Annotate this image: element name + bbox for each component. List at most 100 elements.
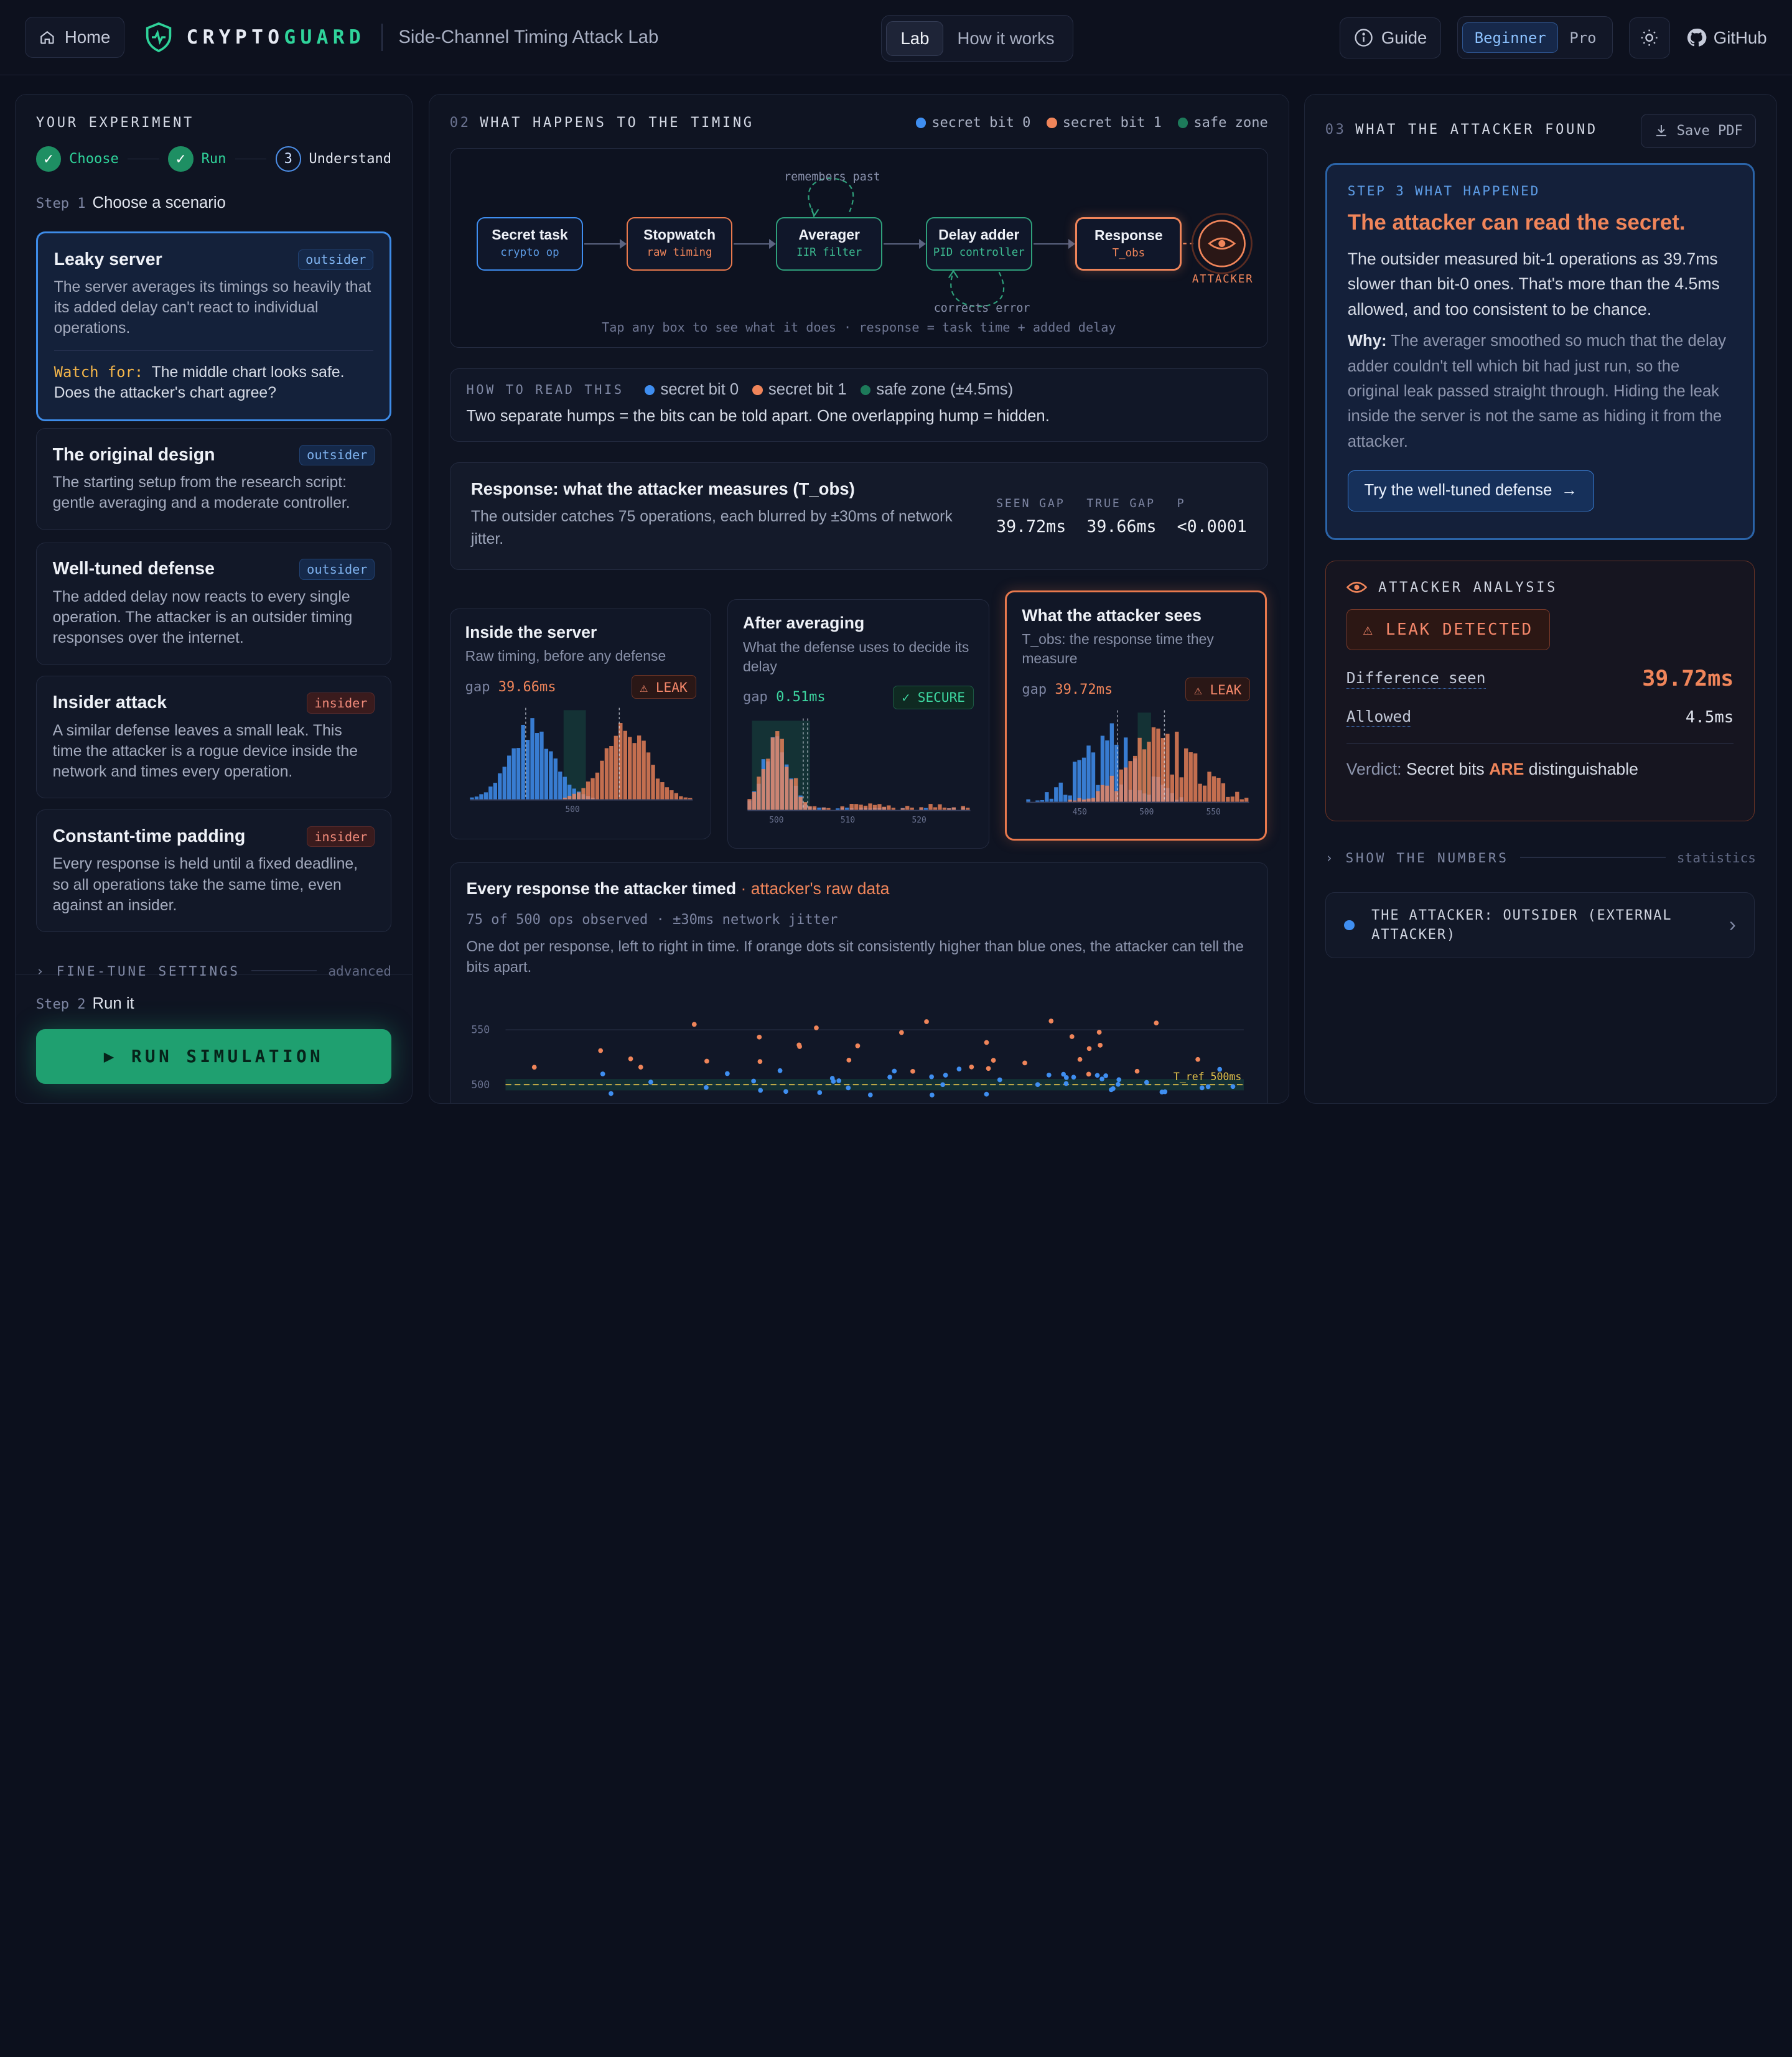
how-legend-bit0: secret bit 0 <box>644 381 739 399</box>
histogram-bar <box>688 798 693 800</box>
how-legend-bit1: secret bit 1 <box>752 381 847 399</box>
pipeline-caption: Tap any box to see what it does · respon… <box>602 320 1116 335</box>
histogram-bar <box>567 785 572 800</box>
card-inside-server[interactable]: Inside the server Raw timing, before any… <box>449 609 712 840</box>
histogram-bar <box>947 808 951 810</box>
node-response[interactable]: Response T_obs <box>1075 217 1182 271</box>
histogram-bar <box>576 792 581 800</box>
response-dot <box>757 1088 763 1093</box>
histogram-bar <box>1077 760 1082 802</box>
chevron-right-icon: › <box>35 963 47 979</box>
card-after-averaging[interactable]: After averaging What the defense uses to… <box>727 599 989 849</box>
histogram-bar <box>1096 791 1100 802</box>
histogram-bar <box>627 737 632 800</box>
advanced-label: advanced <box>328 963 391 979</box>
raw-data-meta: 75 of 500 ops observed · ±30ms network j… <box>466 912 838 928</box>
histogram-bar <box>562 777 567 800</box>
histogram-bar <box>1077 798 1082 802</box>
show-numbers-toggle[interactable]: › SHOW THE NUMBERS statistics <box>1325 849 1757 865</box>
audience-badge: outsider <box>299 559 375 580</box>
histogram-bar <box>1170 775 1175 802</box>
node-delay-adder[interactable]: Delay adder PID controller <box>925 217 1032 271</box>
fine-tune-label: FINE-TUNE SETTINGS <box>56 963 240 979</box>
histogram-bar <box>942 807 947 810</box>
scenario-original-design[interactable]: The original design outsider The starting… <box>35 427 392 530</box>
response-dot <box>704 1058 709 1064</box>
app-subtitle: Side-Channel Timing Attack Lab <box>398 27 659 48</box>
node-secret-task[interactable]: Secret task crypto op <box>477 217 583 271</box>
histogram-bar <box>1073 800 1077 802</box>
histogram-bar <box>803 802 808 810</box>
response-dot <box>1048 1019 1053 1024</box>
histogram-bar <box>1101 735 1105 802</box>
flow-arrow <box>734 239 777 249</box>
response-dot <box>691 1022 697 1027</box>
histogram-bar <box>1119 770 1124 802</box>
run-simulation-button[interactable]: ▶ RUN SIMULATION <box>35 1029 392 1084</box>
stat-true-gap: TRUE GAP 39.66ms <box>1086 497 1157 537</box>
level-beginner[interactable]: Beginner <box>1462 22 1559 53</box>
home-button[interactable]: Home <box>25 17 125 58</box>
theme-toggle-button[interactable] <box>1628 17 1671 58</box>
histogram-bar <box>840 806 844 810</box>
histogram-bar <box>1221 783 1226 802</box>
scenario-leaky-server[interactable]: Leaky server outsider The server averages… <box>35 231 392 421</box>
attacker-profile-row[interactable]: THE ATTACKER: OUTSIDER (EXTERNAL ATTACKE… <box>1325 892 1755 959</box>
histogram-bar <box>877 804 882 810</box>
scenario-description: The server averages its timings so heavi… <box>54 279 371 337</box>
histogram-bar <box>623 731 627 800</box>
response-dot <box>1099 1076 1104 1081</box>
difference-seen-row: Difference seen 39.72ms <box>1346 666 1734 691</box>
node-stopwatch[interactable]: Stopwatch raw timing <box>626 217 733 271</box>
scenario-constant-time-padding[interactable]: Constant-time padding insider Every respo… <box>35 809 392 933</box>
github-link[interactable]: GitHub <box>1686 27 1767 48</box>
secure-tag: ✓ SECURE <box>893 685 974 709</box>
histogram-bar <box>900 808 905 810</box>
node-averager[interactable]: Averager IIR filter <box>776 217 883 271</box>
scenario-well-tuned-defense[interactable]: Well-tuned defense outsider The added del… <box>35 542 392 665</box>
verdict-text: Verdict: Secret bits ARE distinguishable <box>1346 743 1734 779</box>
guide-button[interactable]: Guide <box>1339 17 1442 58</box>
audience-badge: outsider <box>298 249 374 271</box>
histogram-bar <box>548 751 553 800</box>
response-dot <box>1077 1056 1082 1062</box>
histogram-bar <box>785 767 789 810</box>
histogram-bar <box>1152 727 1156 802</box>
response-dot <box>628 1056 633 1061</box>
save-pdf-button[interactable]: Save PDF <box>1640 113 1757 148</box>
how-to-read-text: Two separate humps = the bits can be tol… <box>466 408 1050 426</box>
top-bar: Home CRYPTOGUARD Side-Channel Timing Att… <box>0 0 1792 76</box>
histogram-bar <box>882 806 887 810</box>
try-well-tuned-defense-button[interactable]: Try the well-tuned defense → <box>1347 470 1594 511</box>
histogram-bar <box>1040 800 1045 802</box>
tab-how-it-works[interactable]: How it works <box>957 28 1055 48</box>
step-run-label: Run <box>201 151 226 167</box>
histogram-bar <box>483 792 488 800</box>
why-explanation: Why: The averager smoothed so much that … <box>1347 332 1726 450</box>
response-dot <box>757 1059 762 1064</box>
response-dot <box>1046 1072 1052 1078</box>
histogram-bar <box>966 808 970 810</box>
response-dot <box>1195 1056 1200 1062</box>
response-dot <box>969 1064 974 1070</box>
scenario-insider-attack[interactable]: Insider attack insider A similar defense … <box>35 676 392 799</box>
histogram-bar <box>637 735 641 800</box>
histogram-bar <box>1124 767 1128 802</box>
level-pro[interactable]: Pro <box>1569 29 1597 47</box>
histogram-bar <box>1045 792 1049 802</box>
card-attacker-sees[interactable]: What the attacker sees T_obs: the respon… <box>1005 590 1267 841</box>
response-dot <box>1110 1086 1116 1091</box>
histogram-bar <box>506 755 511 800</box>
histogram-bar <box>553 758 558 800</box>
tab-lab[interactable]: Lab <box>886 21 944 56</box>
histogram-bar <box>660 782 665 800</box>
tick-label: 500 <box>471 1079 490 1091</box>
guide-label: Guide <box>1381 27 1427 47</box>
response-dot <box>703 1084 709 1090</box>
response-dot <box>1162 1089 1167 1094</box>
header-tools: Guide Beginner Pro GitHub <box>1339 16 1767 60</box>
histogram-bar <box>1179 777 1184 802</box>
timing-panel: 02 WHAT HAPPENS TO THE TIMING secret bit … <box>428 93 1289 1104</box>
fine-tune-toggle[interactable]: › FINE-TUNE SETTINGS advanced <box>36 963 391 979</box>
histogram-bar <box>761 769 766 810</box>
